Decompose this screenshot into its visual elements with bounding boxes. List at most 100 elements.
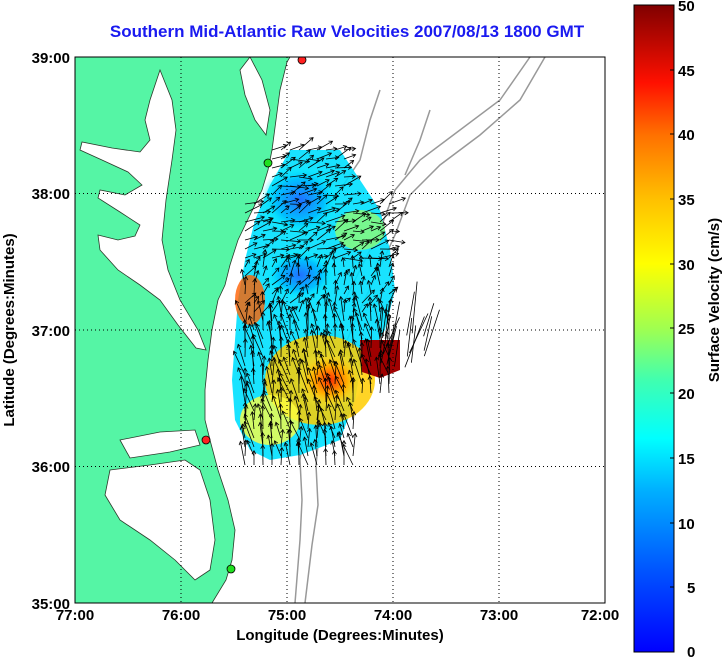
velocity-arrow-head — [318, 364, 323, 370]
velocity-arrow-head — [358, 280, 364, 285]
velocity-arrow-head — [234, 299, 240, 305]
velocity-arrow-head — [334, 155, 340, 161]
velocity-arrow-head — [337, 271, 342, 277]
velocity-arrow-head — [343, 218, 349, 224]
velocity-arrow — [316, 170, 335, 178]
velocity-arrow — [279, 373, 291, 394]
velocity-arrow — [316, 325, 319, 349]
velocity-arrow-head — [278, 285, 284, 290]
velocity-arrow — [280, 198, 299, 205]
velocity-arrow-head — [306, 201, 312, 206]
velocity-arrow — [244, 204, 263, 214]
colorbar-tick-label: 15 — [678, 451, 695, 468]
velocity-arrow — [299, 418, 309, 439]
velocity-arrow-head — [380, 231, 386, 236]
velocity-arrow-head — [307, 265, 313, 271]
velocity-arrow — [379, 219, 394, 232]
plot-frame — [74, 56, 606, 604]
velocity-arrow-head — [261, 378, 267, 383]
velocity-arrow — [295, 340, 300, 358]
velocity-arrow — [271, 155, 287, 160]
velocity-arrow-head — [346, 297, 351, 302]
velocity-arrow — [316, 224, 332, 232]
velocity-arrow — [280, 152, 290, 160]
velocity-arrow-head — [282, 300, 287, 306]
velocity-arrow-head — [258, 203, 264, 209]
velocity-arrow-head — [365, 212, 371, 217]
velocity-arrow — [270, 304, 273, 322]
velocity-arrow-head — [339, 186, 344, 191]
velocity-arrow-head — [279, 446, 285, 452]
velocity-arrow — [244, 276, 247, 295]
velocity-arrow — [289, 220, 308, 223]
velocity-arrow — [244, 440, 247, 457]
velocity-arrow — [343, 340, 347, 358]
velocity-arrow — [343, 269, 350, 277]
x-tick-label: 72:00 — [581, 607, 619, 624]
velocity-arrow-head — [303, 328, 309, 334]
velocity-arrow-head — [384, 256, 390, 262]
velocity-arrow-head — [361, 212, 367, 218]
velocity-arrow-head — [278, 403, 284, 408]
velocity-arrow — [352, 242, 364, 250]
velocity-arrow — [298, 188, 317, 196]
x-axis-label: Longitude (Degrees:Minutes) — [236, 627, 444, 644]
velocity-arrow-head — [291, 356, 296, 362]
velocity-arrow — [252, 334, 264, 358]
velocity-arrow-head — [258, 413, 263, 419]
velocity-arrow-head — [261, 233, 266, 239]
velocity-arrow-head — [317, 268, 323, 274]
velocity-arrow-head — [285, 205, 290, 210]
velocity-arrow-head — [318, 190, 324, 195]
velocity-arrow-head — [278, 358, 283, 364]
velocity-arrow-head — [299, 244, 305, 250]
velocity-arrow-head — [316, 300, 321, 306]
velocity-arrow-head — [323, 268, 329, 273]
velocity-arrow-head — [278, 336, 284, 341]
velocity-arrow — [241, 269, 246, 286]
velocity-arrow-head — [275, 388, 281, 394]
velocity-arrow-head — [289, 330, 295, 336]
velocity-arrow — [325, 302, 327, 313]
velocity-arrow-head — [245, 301, 251, 307]
velocity-arrow — [341, 324, 345, 349]
velocity-arrow — [352, 281, 355, 295]
velocity-arrow — [305, 329, 309, 349]
velocity-arrow — [334, 251, 351, 259]
velocity-arrow — [394, 329, 401, 367]
velocity-arrow-head — [242, 323, 248, 328]
velocity-arrow-head — [260, 215, 266, 221]
velocity-arrow-head — [354, 224, 360, 230]
velocity-arrow — [325, 249, 337, 259]
velocity-arrow — [280, 141, 291, 151]
velocity-arrow — [246, 440, 255, 457]
velocity-arrow-head — [316, 275, 322, 280]
velocity-arrow-head — [357, 263, 363, 268]
velocity-arrow-head — [296, 238, 302, 244]
velocity-arrow — [316, 294, 325, 304]
x-tick-label: 75:00 — [268, 607, 306, 624]
velocity-arrow-head — [259, 362, 265, 367]
velocity-arrow-head — [289, 420, 295, 426]
velocity-arrow — [343, 154, 356, 160]
velocity-arrow — [334, 186, 344, 196]
velocity-arrow — [243, 325, 255, 349]
velocity-arrow-head — [374, 356, 380, 361]
velocity-arrow — [343, 193, 361, 196]
velocity-arrow — [271, 172, 283, 178]
velocity-arrow — [411, 281, 418, 334]
colorbar-label: Surface Velocity (cm/s) — [706, 218, 723, 382]
velocity-arrow — [262, 265, 267, 277]
velocity-arrow — [353, 308, 363, 331]
velocity-arrow — [298, 176, 313, 180]
velocity-arrow — [275, 422, 282, 439]
velocity-arrow-head — [331, 262, 337, 268]
velocity-arrow-head — [266, 221, 272, 226]
velocity-arrow — [323, 333, 336, 358]
velocity-arrow — [311, 323, 318, 340]
velocity-arrow-head — [348, 197, 353, 202]
velocity-arrow-head — [237, 367, 242, 372]
velocity-arrow-head — [293, 306, 299, 311]
velocity-arrow — [294, 396, 300, 412]
velocity-arrow-head — [242, 338, 248, 343]
